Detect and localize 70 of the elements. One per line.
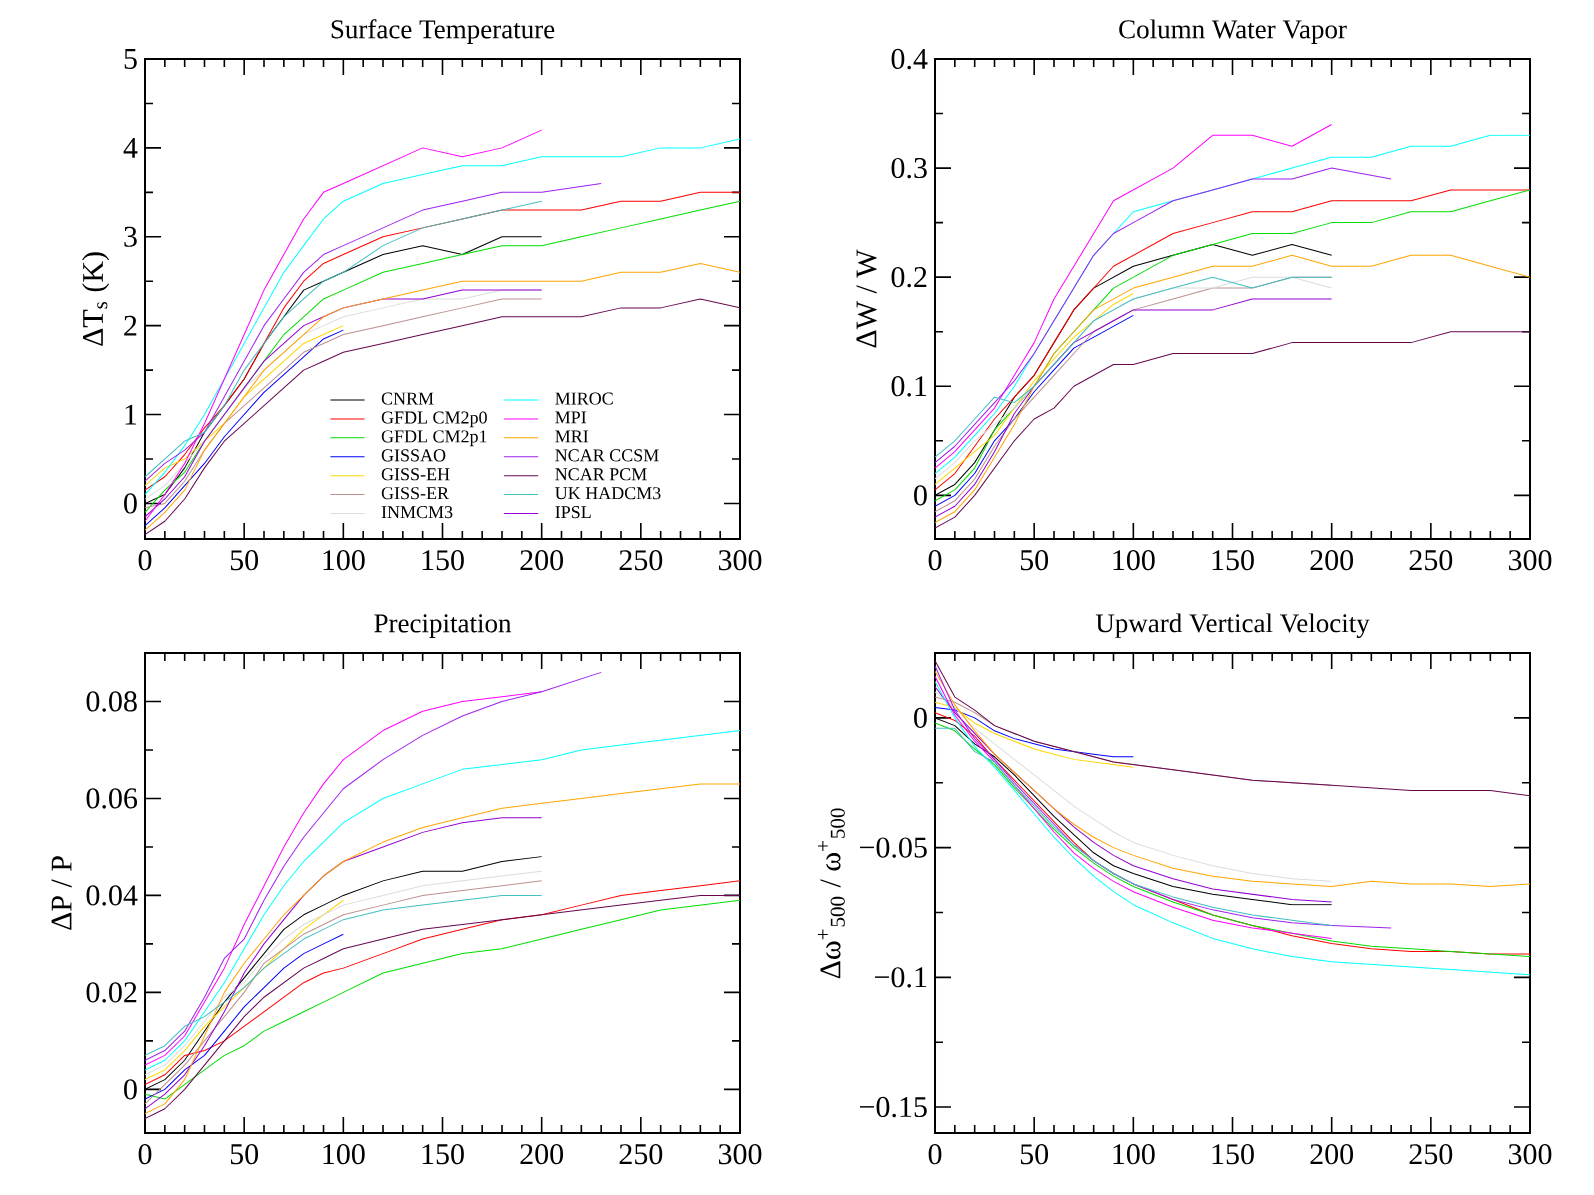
y-tick-label: 0 [914, 707, 927, 728]
y-tick-label: −0.15 [860, 1096, 927, 1118]
x-tick-label: 200 [520, 1144, 564, 1165]
x-tick-label: 250 [1409, 1144, 1453, 1165]
legend-label: INMCM3 [381, 506, 453, 519]
x-tick-label: 50 [230, 1144, 259, 1165]
y-tick-label: 0.2 [891, 266, 927, 288]
x-tick-label: 50 [1020, 550, 1049, 571]
x-tick-label: 200 [1310, 550, 1354, 571]
chart-title: Surface Temperature [331, 19, 555, 44]
x-tick-label: 0 [138, 550, 152, 571]
legend-label: MIROC [555, 392, 613, 405]
x-tick-label: 250 [619, 550, 663, 571]
x-tick-label: 150 [422, 550, 464, 571]
x-tick-label: 100 [1113, 1144, 1155, 1165]
y-tick-label: −0.05 [860, 837, 927, 858]
x-tick-label: 0 [138, 1144, 152, 1165]
y-tick-label: 0 [124, 1079, 137, 1100]
legend-label: IPSL [555, 506, 591, 519]
x-tick-label: 150 [1212, 550, 1254, 571]
x-tick-label: 50 [1020, 1144, 1049, 1165]
x-tick-label: 250 [619, 1144, 663, 1165]
x-tick-label: 200 [1310, 1144, 1354, 1165]
y-axis-title: Δω$^{+}$$_{500}$ / ω$^{+}$500 [817, 808, 845, 979]
legend-label: MRI [555, 430, 589, 443]
legend-label: GFDL CM2p0 [381, 411, 487, 428]
y-axis-title: ΔW / W [856, 249, 877, 348]
y-tick-label: 1 [125, 404, 137, 425]
legend-label: GFDL CM2p1 [381, 430, 487, 447]
x-tick-label: 300 [718, 1144, 762, 1165]
y-tick-label: 0.08 [86, 691, 137, 712]
x-tick-label: 200 [520, 550, 564, 571]
y-tick-label: 0 [914, 485, 927, 506]
y-tick-label: 0.1 [891, 376, 927, 397]
x-tick-label: 100 [323, 550, 365, 571]
x-tick-label: 150 [422, 1144, 464, 1165]
y-tick-label: 3 [124, 226, 137, 247]
y-axis-title: ΔP / P [51, 856, 72, 930]
x-tick-label: 300 [1508, 550, 1552, 571]
chart-title: Precipitation [374, 614, 512, 638]
x-tick-label: 100 [1113, 550, 1155, 571]
x-tick-label: 50 [230, 550, 259, 571]
x-tick-label: 300 [1508, 1144, 1552, 1165]
y-tick-label: 4 [123, 138, 138, 158]
x-tick-label: 300 [718, 550, 762, 571]
x-tick-label: 0 [928, 1144, 942, 1165]
x-tick-label: 0 [928, 550, 942, 571]
x-tick-label: 100 [323, 1144, 365, 1165]
y-tick-label: 2 [124, 315, 137, 336]
legend-label: UK HADCM3 [555, 487, 661, 500]
legend-label: MPI [555, 411, 587, 424]
y-tick-label: 0.3 [891, 157, 927, 179]
legend-label: NCAR PCM [555, 468, 647, 481]
y-tick-label: 0 [124, 493, 137, 514]
chart-title: Column Water Vapor [1119, 19, 1347, 44]
legend-label: GISS-EH [381, 468, 450, 481]
legend-label: NCAR CCSM [555, 449, 659, 462]
y-tick-label: 0.4 [891, 48, 928, 70]
y-axis-title: ΔT$_{s}$ (K) [82, 252, 110, 346]
chart-title: Upward Vertical Velocity [1095, 613, 1370, 638]
y-tick-label: −0.1 [875, 967, 927, 988]
y-tick-label: 0.02 [86, 982, 137, 1003]
legend-label: GISSAO [381, 449, 446, 462]
x-tick-label: 250 [1409, 550, 1453, 571]
y-tick-label: 5 [124, 49, 137, 69]
x-tick-label: 150 [1212, 1144, 1254, 1165]
y-tick-label: 0.06 [86, 788, 138, 809]
legend-label: GISS-ER [381, 487, 450, 500]
y-tick-label: 0.04 [86, 885, 138, 906]
legend-label: CNRM [381, 392, 434, 405]
